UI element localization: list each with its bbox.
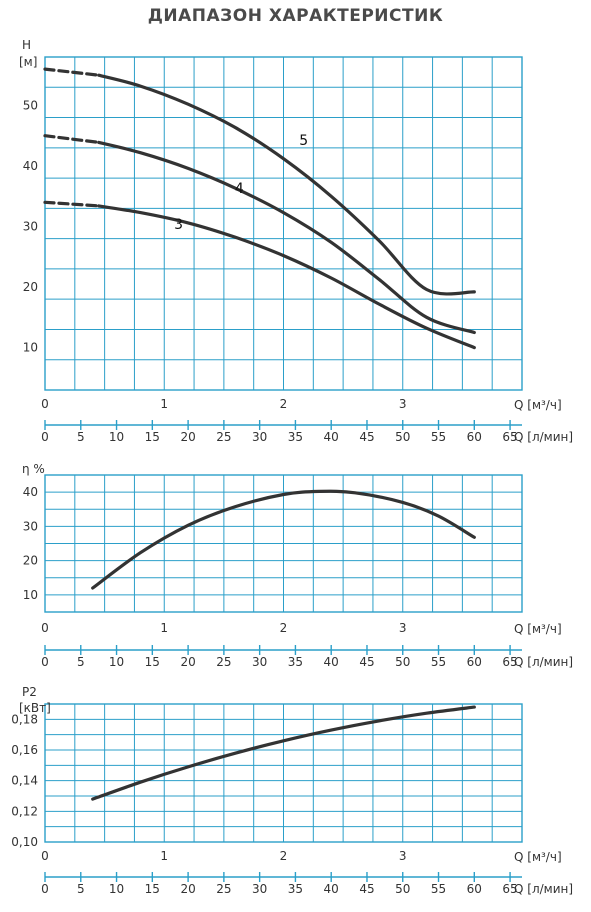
x-tick-label-lmin: 30 [252,655,267,669]
y-tick-label: 10 [23,341,38,355]
x-tick-label-m3h: 3 [399,397,407,411]
page-title: ДИАПАЗОН ХАРАКТЕРИСТИК [147,6,444,26]
x-tick-label-lmin: 15 [145,655,160,669]
x-tick-label-lmin: 40 [324,655,339,669]
y-tick-label: 20 [23,554,38,568]
x-axis-label-lmin: Q [л/мин] [514,882,573,896]
y-tick-label: 50 [23,98,38,112]
x-axis-label-lmin: Q [л/мин] [514,655,573,669]
x-tick-label-lmin: 20 [180,655,195,669]
x-tick-label-lmin: 60 [467,655,482,669]
x-tick-label-lmin: 5 [77,430,85,444]
x-axis-label-m3h: Q [м³/ч] [514,622,562,636]
x-tick-label-lmin: 10 [109,430,124,444]
curve-4-dashed [43,134,101,144]
y-axis-unit: [кВт] [19,701,51,715]
x-tick-label-lmin: 55 [431,882,446,896]
x-tick-label-m3h: 2 [280,849,288,863]
x-axis-label-m3h: Q [м³/ч] [514,398,562,412]
x-tick-label-lmin: 50 [395,430,410,444]
y-tick-label: 30 [23,220,38,234]
curve-5 [97,73,476,296]
y-axis-label: H [22,38,31,52]
y-axis-label: P2 [22,685,37,699]
x-tick-label-lmin: 15 [145,882,160,896]
x-tick-label-lmin: 55 [431,655,446,669]
x-tick-label-m3h: 2 [280,621,288,635]
y-tick-label: 40 [23,159,38,173]
curve-series-0 [91,705,476,801]
plot-frame [44,703,523,843]
x-tick-label-lmin: 35 [288,655,303,669]
x-tick-label-lmin: 0 [41,430,49,444]
x-tick-label-lmin: 65 [502,655,517,669]
x-axis-label-m3h: Q [м³/ч] [514,850,562,864]
curve-label-5: 5 [299,133,308,149]
x-tick-label-m3h: 3 [399,621,407,635]
x-tick-label-lmin: 25 [216,882,231,896]
x-tick-label-lmin: 65 [502,882,517,896]
x-tick-label-m3h: 1 [160,849,168,863]
x-tick-label-lmin: 40 [324,430,339,444]
x-tick-label-lmin: 10 [109,655,124,669]
x-tick-label-lmin: 0 [41,655,49,669]
chart-panel-1 [43,56,523,430]
y-axis-unit: [м] [19,55,37,69]
y-tick-label: 30 [23,519,38,533]
curve-label-3: 3 [174,217,183,233]
plot-frame [44,56,523,391]
y-tick-label: 0,18 [11,712,38,726]
x-tick-label-lmin: 45 [359,430,374,444]
y-axis-label: η % [22,462,45,476]
x-tick-label-lmin: 50 [395,882,410,896]
x-tick-label-lmin: 50 [395,655,410,669]
x-tick-label-lmin: 5 [77,882,85,896]
x-tick-label-lmin: 30 [252,882,267,896]
curve-5-dashed [43,67,101,77]
x-tick-label-lmin: 25 [216,430,231,444]
x-tick-label-lmin: 30 [252,430,267,444]
x-tick-label-lmin: 55 [431,430,446,444]
x-tick-label-lmin: 45 [359,882,374,896]
curve-series-0 [91,489,476,590]
chart-panel-2 [44,474,523,655]
x-tick-label-lmin: 65 [502,430,517,444]
curve-label-4: 4 [235,181,244,197]
x-tick-label-lmin: 15 [145,430,160,444]
x-tick-label-lmin: 35 [288,430,303,444]
y-tick-label: 0,16 [11,743,38,757]
x-tick-label-m3h: 1 [160,397,168,411]
y-tick-label: 0,10 [11,835,38,849]
y-tick-label: 0,14 [11,774,38,788]
curve-4 [97,140,476,335]
y-tick-label: 40 [23,485,38,499]
chart-panel-3 [44,703,523,882]
y-tick-label: 0,12 [11,804,38,818]
x-tick-label-m3h: 2 [280,397,288,411]
x-tick-label-lmin: 45 [359,655,374,669]
x-tick-label-lmin: 5 [77,655,85,669]
y-tick-label: 10 [23,588,38,602]
curve-3 [97,204,476,350]
x-tick-label-lmin: 60 [467,430,482,444]
x-tick-label-m3h: 3 [399,849,407,863]
x-tick-label-lmin: 40 [324,882,339,896]
x-tick-label-m3h: 1 [160,621,168,635]
x-tick-label-lmin: 0 [41,882,49,896]
curve-3-dashed [43,200,101,208]
x-tick-label-lmin: 20 [180,430,195,444]
x-tick-label-lmin: 35 [288,882,303,896]
plot-frame [44,474,523,613]
x-tick-label-lmin: 60 [467,882,482,896]
x-tick-label-m3h: 0 [41,849,49,863]
y-tick-label: 20 [23,280,38,294]
x-tick-label-lmin: 25 [216,655,231,669]
x-axis-label-lmin: Q [л/мин] [514,430,573,444]
x-tick-label-lmin: 10 [109,882,124,896]
x-tick-label-lmin: 20 [180,882,195,896]
x-tick-label-m3h: 0 [41,397,49,411]
x-tick-label-m3h: 0 [41,621,49,635]
